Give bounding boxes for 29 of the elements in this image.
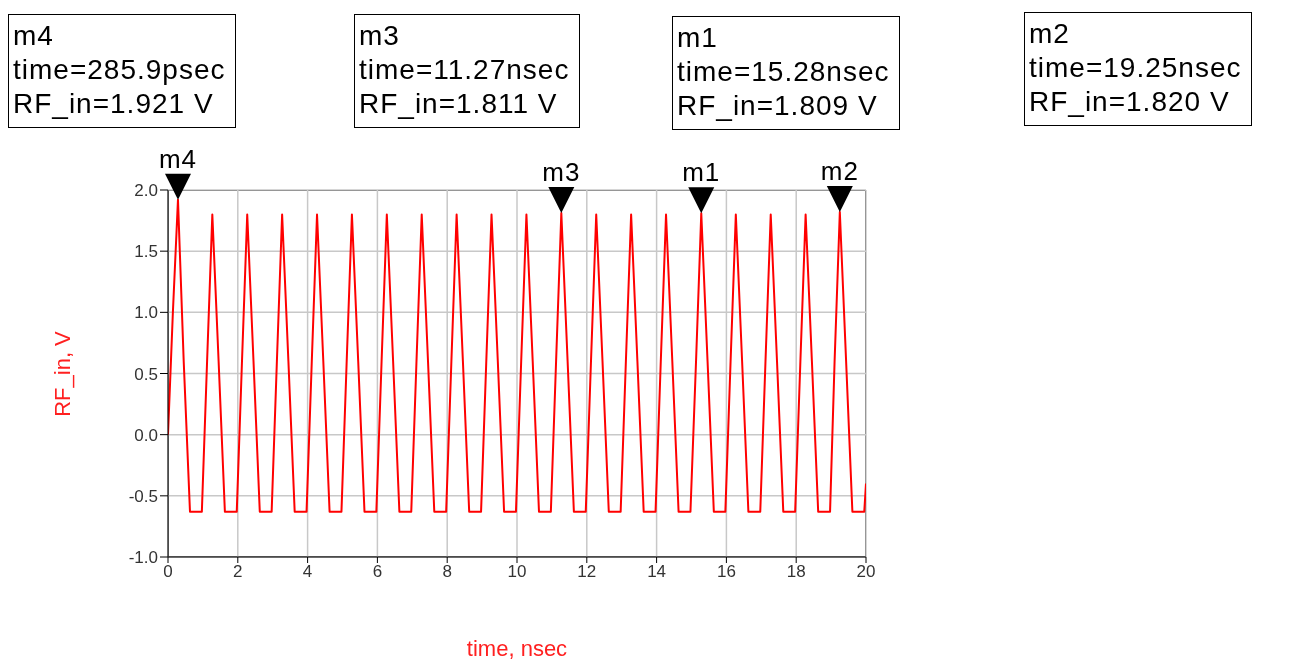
y-axis-title: RF_in, V (50, 330, 76, 417)
x-tick-label: 14 (647, 562, 667, 582)
x-tick-label: 12 (577, 562, 597, 582)
x-axis-title: time, nsec (466, 636, 568, 662)
y-tick-label: 2.0 (134, 181, 158, 201)
annotation: m1 (682, 157, 721, 188)
annotation: m4 (158, 143, 198, 174)
text: m2 time=19.25nsec RF_in=1.820 V (1029, 17, 1242, 119)
y-tick-label: -0.5 (128, 486, 158, 506)
x-tick-label: 6 (372, 562, 383, 582)
x-tick-label: 10 (507, 562, 527, 582)
x-tick-label: 2 (233, 562, 243, 582)
y-tick-label: -1.0 (128, 548, 158, 568)
y-tick-label: 1.5 (134, 242, 158, 262)
y-tick-label: 0.5 (134, 364, 158, 384)
line-series (168, 198, 866, 513)
y-tick-label: 0.0 (134, 425, 158, 445)
annotation: m3 (542, 157, 581, 188)
x-tick-label: 16 (716, 562, 736, 582)
annotation: m2 (820, 156, 859, 187)
text: m4 time=285.9psec RF_in=1.921 V (13, 19, 226, 121)
x-tick-label: 4 (302, 562, 313, 582)
x-tick-label: 18 (786, 562, 806, 582)
text: m3 time=11.27nsec RF_in=1.811 V (359, 19, 570, 121)
x-tick-label: 20 (856, 562, 876, 582)
y-tick-label: 1.0 (134, 303, 158, 323)
x-tick-label: 8 (442, 562, 452, 582)
text: m1 time=15.28nsec RF_in=1.809 V (677, 21, 890, 123)
x-tick-label: 0 (163, 562, 173, 582)
